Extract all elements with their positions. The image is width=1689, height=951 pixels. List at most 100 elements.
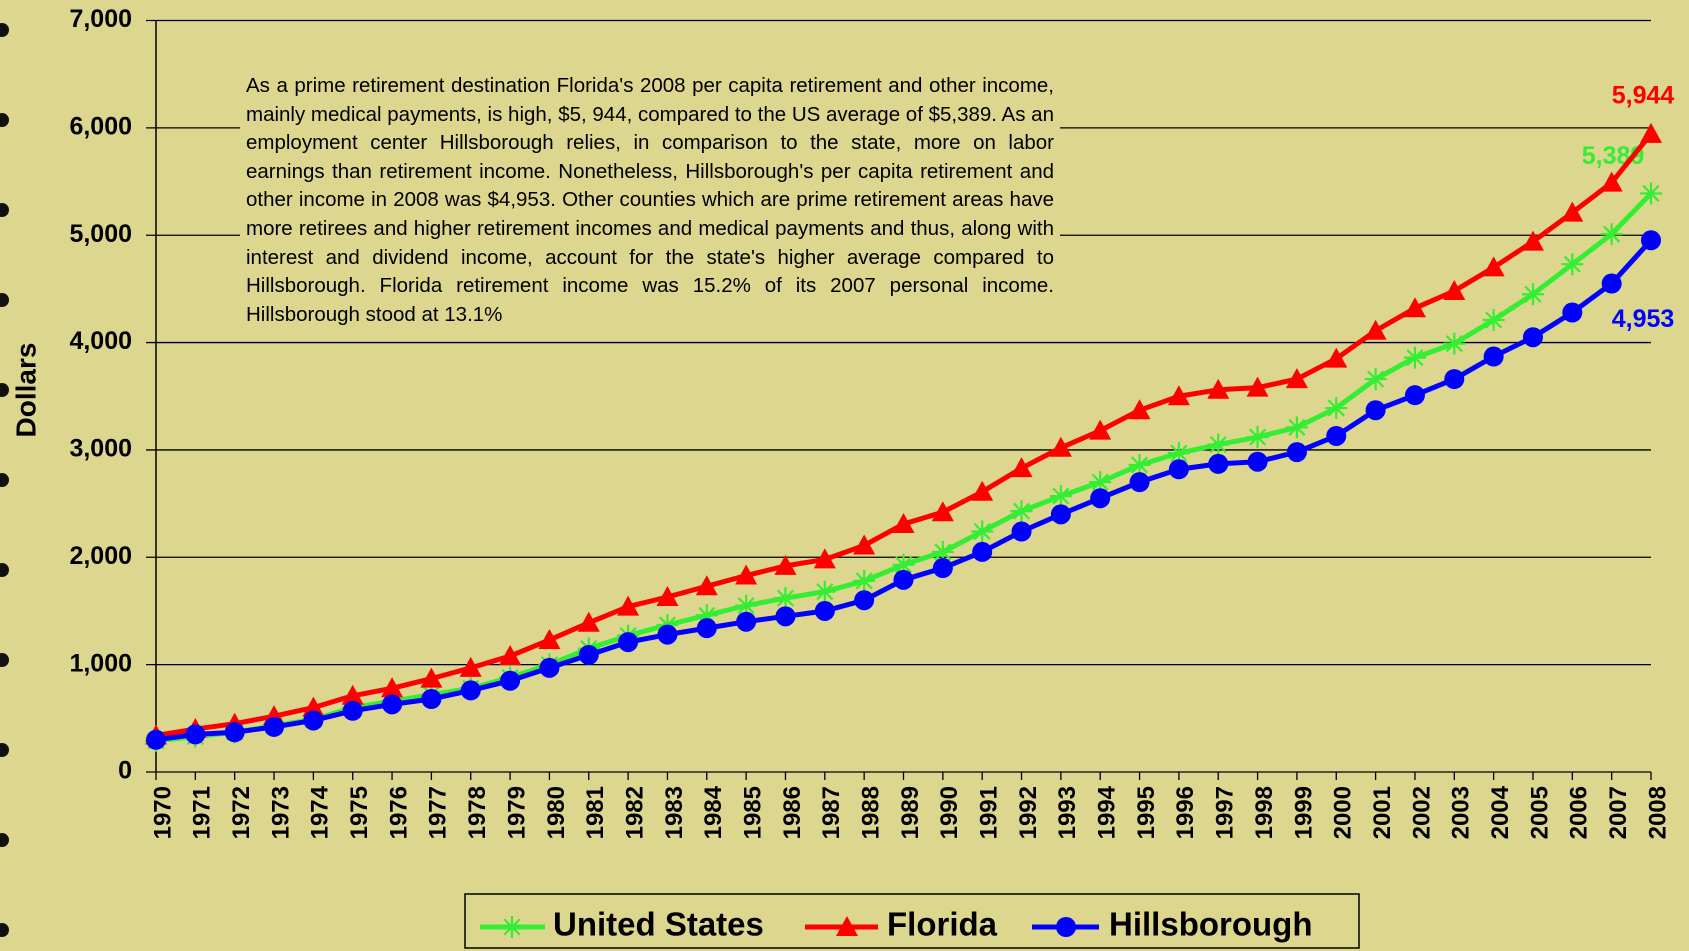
data-point [500, 670, 521, 691]
data-point [1326, 425, 1347, 446]
data-point [1640, 182, 1662, 205]
data-point [1365, 400, 1386, 421]
x-tick-label: 1984 [700, 785, 727, 839]
data-point [1600, 223, 1623, 246]
x-tick-label: 1980 [543, 786, 570, 839]
data-point [972, 541, 993, 562]
data-point [1601, 273, 1622, 294]
data-point [420, 667, 443, 688]
value-label: 5,944 [1612, 81, 1675, 109]
data-point [460, 680, 481, 701]
x-tick-label: 2003 [1448, 786, 1475, 839]
x-tick-label: 1983 [661, 786, 688, 839]
x-tick-label: 1993 [1054, 786, 1081, 839]
binding [0, 23, 9, 937]
data-point [1364, 368, 1387, 391]
y-tick-label: 5,000 [69, 220, 132, 248]
data-point [382, 694, 403, 715]
x-tick-label: 1981 [582, 786, 609, 839]
data-point [1049, 436, 1072, 457]
data-point [735, 594, 758, 617]
legend-marker [836, 916, 858, 936]
x-tick-label: 2000 [1330, 786, 1357, 839]
data-point [185, 724, 206, 745]
x-tick-label: 1973 [267, 786, 294, 839]
x-tick-label: 2006 [1566, 786, 1593, 839]
data-point [577, 611, 600, 632]
data-point [1364, 319, 1387, 340]
x-tick-label: 1996 [1172, 786, 1199, 839]
data-point [775, 606, 796, 627]
legend-box [464, 893, 1360, 949]
data-point [892, 553, 915, 576]
data-point [736, 611, 757, 632]
data-point [1090, 488, 1111, 509]
data-point [854, 590, 875, 611]
data-point [1404, 385, 1425, 406]
data-point [1403, 346, 1426, 369]
data-point [1247, 451, 1268, 472]
data-point [695, 604, 718, 627]
y-tick-label: 1,000 [69, 649, 132, 677]
data-point [1443, 280, 1466, 301]
data-point [1403, 297, 1426, 318]
data-point [1168, 459, 1189, 480]
data-point [1286, 442, 1307, 463]
x-tick-label: 1971 [189, 786, 216, 839]
data-point [1167, 385, 1190, 406]
x-tick-label: 2002 [1408, 786, 1435, 839]
x-tick-label: 1995 [1133, 786, 1160, 839]
x-tick-label: 1982 [621, 786, 648, 839]
data-point [1482, 309, 1505, 332]
data-point [1325, 397, 1348, 420]
x-tick-label: 1994 [1094, 785, 1121, 839]
data-point [696, 618, 717, 639]
data-point [1089, 419, 1112, 440]
data-point [932, 558, 953, 579]
x-tick-label: 1998 [1251, 786, 1278, 839]
data-point [1444, 369, 1465, 390]
data-point [146, 729, 166, 750]
data-point [224, 722, 245, 743]
data-point [1443, 332, 1466, 355]
y-tick-label: 2,000 [69, 542, 132, 570]
data-point [499, 645, 522, 666]
data-point [892, 513, 915, 534]
x-tick-label: 1970 [149, 786, 176, 839]
data-point [1561, 253, 1584, 276]
data-point [1089, 471, 1112, 494]
x-tick-label: 1990 [936, 786, 963, 839]
data-point [1010, 500, 1033, 523]
data-point [656, 586, 679, 607]
data-point [774, 587, 797, 610]
data-point [971, 520, 994, 543]
x-tick-label: 1988 [858, 786, 885, 839]
data-point [1207, 378, 1230, 399]
x-tick-label: 1972 [228, 786, 255, 839]
data-point [931, 501, 954, 522]
y-tick-label: 0 [118, 757, 132, 785]
data-point [814, 600, 835, 621]
data-point [1128, 453, 1151, 476]
data-point [893, 569, 914, 590]
x-tick-label: 1992 [1015, 786, 1042, 839]
data-point [538, 628, 561, 649]
x-tick-label: 1997 [1212, 786, 1239, 839]
data-point [1641, 230, 1661, 251]
data-point [735, 564, 758, 585]
x-tick-label: 2007 [1605, 786, 1632, 839]
x-tick-label: 1975 [346, 786, 373, 839]
data-point [695, 575, 718, 596]
data-point [1640, 122, 1662, 143]
x-tick-label: 1976 [385, 786, 412, 839]
data-point [931, 540, 954, 563]
data-point [1482, 256, 1505, 277]
data-point [341, 684, 364, 705]
x-tick-label: 1979 [503, 786, 530, 839]
legend-item: Florida [805, 906, 998, 943]
annotation: As a prime retirement destination Florid… [240, 70, 1060, 332]
y-tick-label: 7,000 [69, 5, 132, 33]
legend-marker [1056, 917, 1076, 937]
data-point [459, 656, 482, 677]
